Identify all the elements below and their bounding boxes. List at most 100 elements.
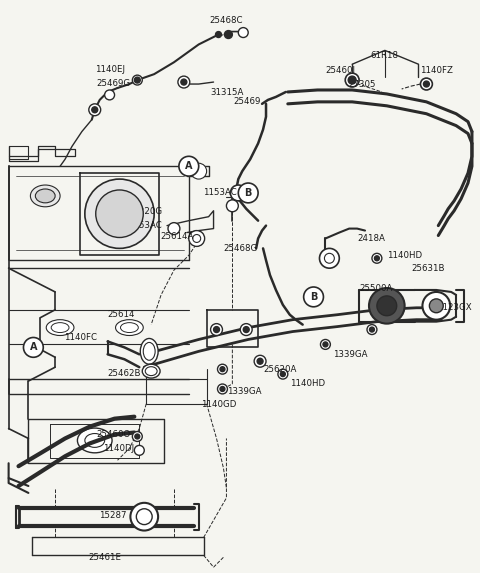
- Text: 1153AC: 1153AC: [128, 221, 162, 230]
- Ellipse shape: [115, 185, 144, 207]
- Circle shape: [370, 327, 374, 332]
- Circle shape: [168, 223, 180, 234]
- Text: 25460O: 25460O: [96, 430, 131, 439]
- Text: 1140DJ: 1140DJ: [103, 444, 134, 453]
- Circle shape: [227, 200, 238, 212]
- Circle shape: [135, 434, 140, 439]
- Text: 25614: 25614: [108, 310, 135, 319]
- Ellipse shape: [36, 189, 55, 203]
- Text: 1140EJ: 1140EJ: [96, 65, 125, 74]
- Text: 25468C: 25468C: [210, 16, 243, 25]
- Circle shape: [230, 185, 246, 201]
- Ellipse shape: [51, 323, 69, 332]
- Text: 1339GA: 1339GA: [333, 350, 368, 359]
- Text: 15287: 15287: [99, 511, 126, 520]
- Circle shape: [131, 503, 158, 531]
- Text: 25468G: 25468G: [224, 244, 258, 253]
- Ellipse shape: [120, 189, 139, 203]
- Text: 1153AC: 1153AC: [203, 189, 236, 198]
- Ellipse shape: [30, 185, 60, 207]
- Ellipse shape: [77, 428, 112, 453]
- Circle shape: [92, 107, 98, 113]
- Circle shape: [134, 77, 140, 83]
- Circle shape: [211, 324, 222, 336]
- Text: 1140HD: 1140HD: [290, 379, 325, 387]
- Text: A: A: [185, 161, 192, 171]
- Text: 1140HD: 1140HD: [387, 251, 422, 260]
- Circle shape: [191, 163, 206, 179]
- Circle shape: [134, 445, 144, 456]
- Circle shape: [132, 75, 142, 85]
- Circle shape: [217, 364, 228, 374]
- Circle shape: [372, 253, 382, 263]
- Text: 1339GA: 1339GA: [227, 387, 262, 397]
- Text: B: B: [244, 188, 252, 198]
- Circle shape: [220, 367, 225, 372]
- Text: 1140FZ: 1140FZ: [420, 66, 453, 74]
- Circle shape: [278, 369, 288, 379]
- Circle shape: [422, 292, 450, 320]
- Circle shape: [178, 76, 190, 88]
- Circle shape: [238, 183, 258, 203]
- Circle shape: [179, 156, 199, 176]
- Text: 25631B: 25631B: [411, 264, 445, 273]
- Circle shape: [189, 230, 204, 246]
- Circle shape: [377, 296, 396, 316]
- Ellipse shape: [46, 320, 74, 336]
- Circle shape: [214, 327, 219, 332]
- Circle shape: [85, 179, 154, 248]
- Circle shape: [243, 327, 249, 332]
- Ellipse shape: [145, 367, 157, 376]
- Text: 1140FC: 1140FC: [64, 333, 97, 342]
- Circle shape: [238, 28, 248, 37]
- Text: 25462B: 25462B: [108, 368, 141, 378]
- Circle shape: [220, 387, 225, 391]
- Circle shape: [24, 337, 43, 358]
- Circle shape: [216, 32, 221, 37]
- Circle shape: [257, 358, 263, 364]
- Ellipse shape: [116, 320, 143, 336]
- Circle shape: [132, 431, 142, 441]
- Text: 1123GX: 1123GX: [437, 303, 472, 312]
- Text: 61R18: 61R18: [371, 51, 399, 60]
- Circle shape: [105, 90, 115, 100]
- Circle shape: [225, 30, 232, 38]
- Text: 25460I: 25460I: [325, 66, 355, 74]
- Text: 31315A: 31315A: [211, 88, 244, 97]
- Ellipse shape: [140, 339, 158, 364]
- Ellipse shape: [120, 323, 138, 332]
- Circle shape: [324, 253, 335, 263]
- Text: B: B: [310, 292, 317, 302]
- Circle shape: [323, 342, 328, 347]
- Circle shape: [420, 78, 432, 90]
- Circle shape: [136, 509, 152, 525]
- Circle shape: [430, 299, 443, 313]
- Circle shape: [367, 325, 377, 335]
- Circle shape: [320, 248, 339, 268]
- Circle shape: [254, 355, 266, 367]
- Text: 39220G: 39220G: [128, 207, 162, 216]
- Text: 1140GD: 1140GD: [201, 401, 236, 409]
- Circle shape: [280, 372, 285, 376]
- Circle shape: [217, 384, 228, 394]
- Circle shape: [345, 73, 359, 87]
- Circle shape: [374, 256, 379, 261]
- Circle shape: [369, 288, 405, 324]
- Circle shape: [89, 104, 101, 116]
- Ellipse shape: [142, 364, 160, 378]
- Text: 25500A: 25500A: [359, 284, 393, 293]
- Circle shape: [96, 190, 143, 237]
- Text: 25614A: 25614A: [160, 232, 194, 241]
- Circle shape: [423, 81, 430, 87]
- Text: 2418A: 2418A: [357, 234, 385, 243]
- Text: 25620A: 25620A: [263, 364, 297, 374]
- Text: 27305: 27305: [348, 80, 376, 89]
- Circle shape: [240, 324, 252, 336]
- Circle shape: [181, 79, 187, 85]
- Ellipse shape: [143, 343, 155, 360]
- Circle shape: [321, 339, 330, 350]
- Circle shape: [348, 76, 356, 84]
- Circle shape: [193, 234, 201, 242]
- Ellipse shape: [85, 434, 105, 448]
- Text: 25461E: 25461E: [88, 553, 121, 562]
